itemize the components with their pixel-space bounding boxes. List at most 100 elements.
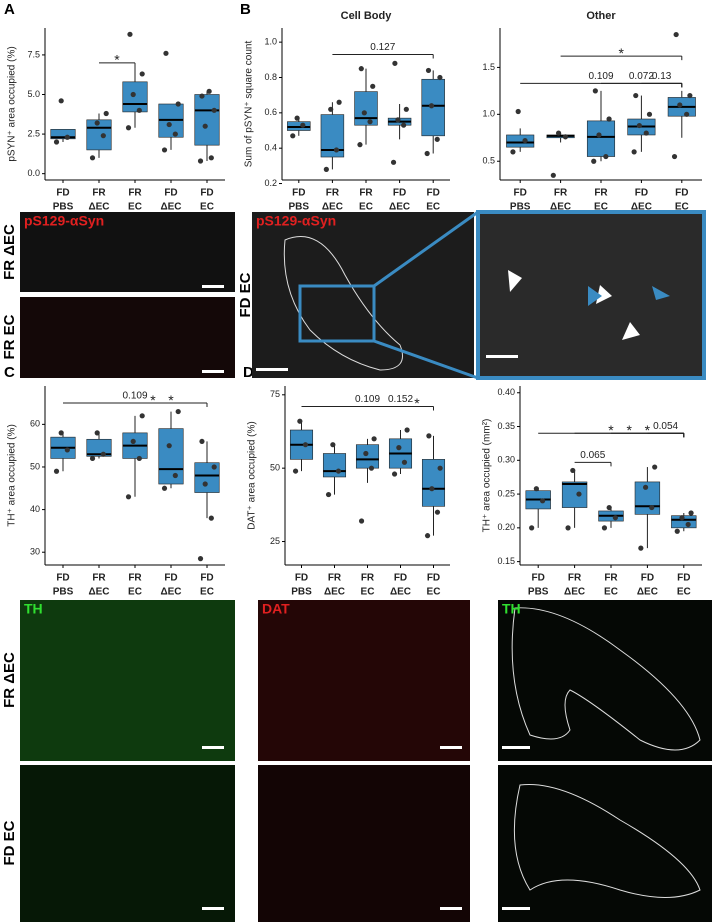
x-tick-label: EC (675, 202, 689, 213)
box (86, 438, 112, 457)
y-tick-label: 0.2 (264, 178, 277, 188)
data-point (633, 92, 639, 99)
data-point (125, 125, 132, 131)
box (354, 91, 378, 126)
data-point (211, 464, 217, 470)
x-tick-label: FD (641, 573, 654, 584)
data-point (429, 486, 435, 492)
data-point (163, 50, 169, 56)
data-point (555, 130, 562, 136)
x-tick-label: ΔEC (389, 202, 410, 213)
row-label: FR ΔEC (1, 652, 18, 708)
data-point (290, 133, 296, 139)
data-point (606, 116, 612, 122)
data-point (199, 438, 205, 445)
data-point (401, 459, 408, 465)
x-tick-label: FR (128, 188, 142, 199)
data-point (202, 481, 208, 487)
x-tick-label: FD (427, 573, 440, 584)
x-tick-label: FD (292, 188, 305, 199)
x-tick-label: FR (359, 188, 373, 199)
panel-label: B (240, 1, 251, 18)
x-tick-label: FD (394, 573, 407, 584)
data-point (330, 442, 336, 448)
y-tick-label: 1.0 (264, 37, 277, 47)
x-tick-label: ΔEC (324, 587, 345, 598)
data-point (643, 130, 649, 136)
annotation: * (150, 392, 156, 408)
data-point (367, 119, 373, 125)
zoom-line (373, 339, 479, 380)
data-point (172, 472, 178, 479)
zoom-box (298, 284, 376, 343)
data-point (302, 442, 309, 448)
data-point (323, 166, 329, 172)
data-point (687, 92, 693, 99)
x-tick-label: FD (164, 188, 177, 199)
data-point (130, 91, 136, 98)
annotation: 0.072 (629, 71, 654, 82)
x-tick-label: EC (128, 202, 142, 213)
box (50, 129, 76, 140)
data-point (437, 465, 443, 471)
micrograph (20, 600, 235, 761)
data-point (297, 418, 303, 424)
x-tick-label: ΔEC (637, 587, 658, 598)
data-point (642, 484, 649, 490)
box (561, 481, 588, 508)
data-point (403, 106, 409, 112)
data-point (638, 545, 644, 551)
box (122, 81, 148, 113)
y-tick-label: 0.4 (264, 143, 277, 153)
annotation: 0.065 (580, 450, 605, 461)
data-point (136, 455, 142, 462)
y-tick-label: 0.25 (497, 488, 515, 498)
scale-bar (486, 355, 518, 358)
panel-label: A (4, 1, 15, 18)
data-point (89, 155, 96, 161)
data-point (125, 494, 132, 500)
data-point (136, 107, 142, 113)
annotation: 0.109 (355, 394, 380, 405)
box (506, 134, 535, 148)
x-tick-label: FD (393, 188, 406, 199)
box (586, 120, 616, 157)
x-tick-label: FR (128, 573, 142, 584)
data-point (592, 88, 598, 94)
panel-label: D (243, 364, 254, 381)
x-tick-label: EC (677, 587, 691, 598)
x-tick-label: EC (594, 202, 608, 213)
micrograph (20, 297, 235, 378)
data-point (424, 533, 431, 539)
data-point (53, 468, 60, 474)
x-tick-label: FD (200, 188, 213, 199)
x-tick-label: ΔEC (322, 202, 343, 213)
data-point (64, 447, 70, 453)
panel-label: C (4, 364, 15, 381)
x-tick-label: FD (677, 573, 690, 584)
x-tick-label: FD (200, 573, 213, 584)
annotation: 0.109 (122, 391, 147, 402)
data-point (539, 498, 546, 504)
box (158, 428, 184, 485)
stain-label: TH (24, 601, 43, 617)
x-tick-label: ΔEC (564, 587, 585, 598)
x-tick-label: EC (427, 587, 441, 598)
data-point (58, 430, 64, 436)
data-point (562, 134, 569, 140)
data-point (601, 525, 608, 531)
x-tick-label: FR (594, 188, 608, 199)
y-tick-label: 7.5 (27, 49, 40, 59)
data-point (94, 430, 100, 436)
data-point (130, 438, 136, 445)
data-point (300, 122, 306, 128)
outline (511, 607, 701, 751)
micrograph (498, 765, 712, 922)
data-point (424, 150, 430, 157)
x-tick-label: FD (514, 188, 527, 199)
data-point (673, 31, 679, 38)
data-point (175, 101, 181, 107)
data-point (391, 471, 398, 477)
row-label: FD EC (237, 272, 254, 317)
micrograph (20, 212, 235, 292)
